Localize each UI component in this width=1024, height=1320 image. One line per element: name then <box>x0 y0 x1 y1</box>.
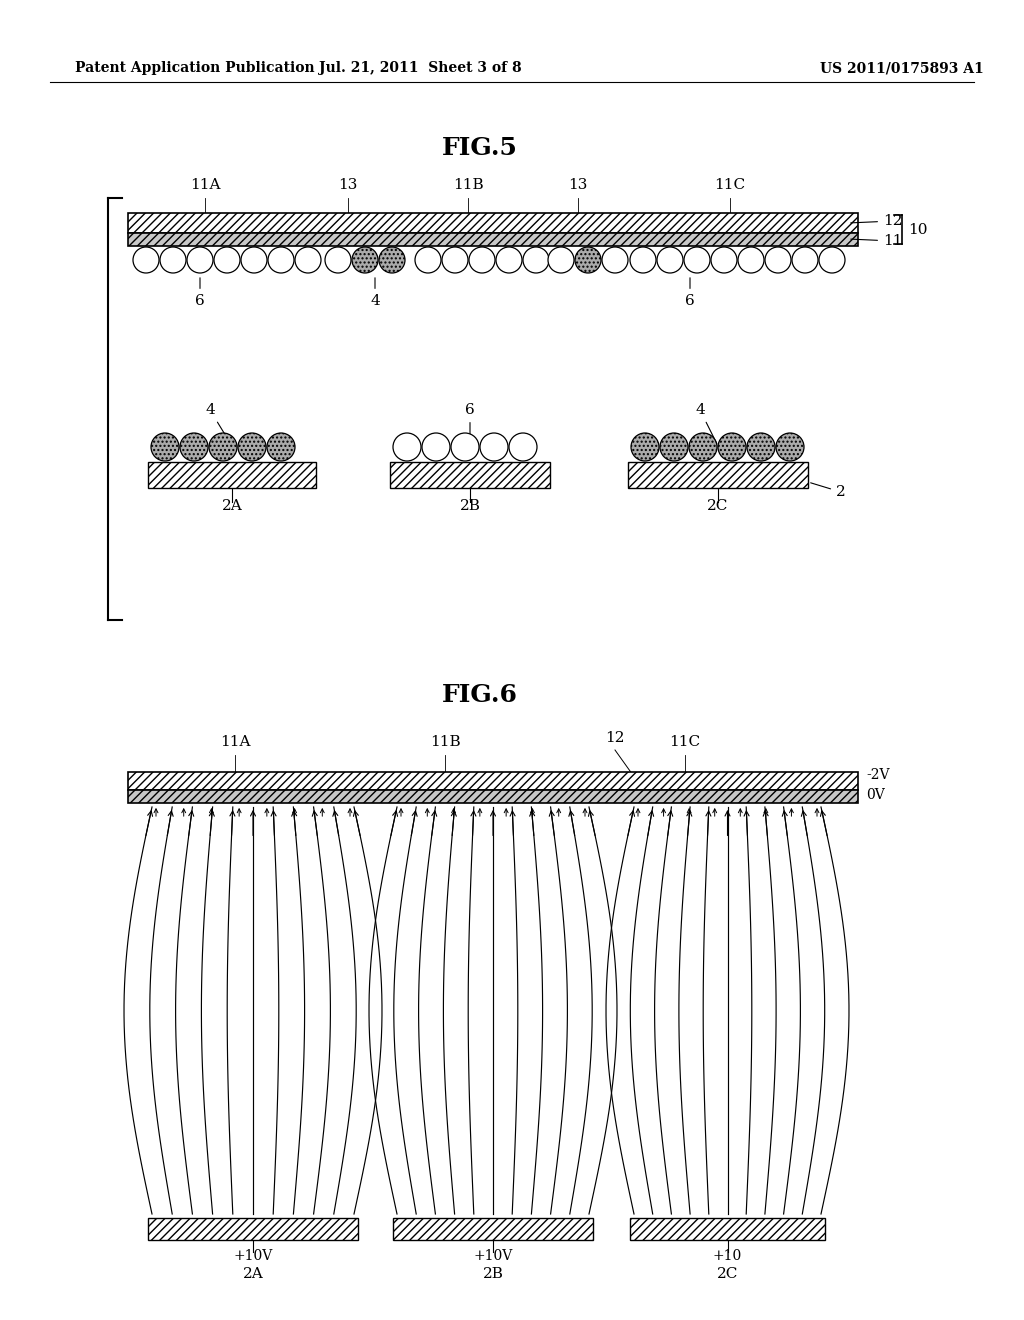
Circle shape <box>711 247 737 273</box>
Circle shape <box>746 433 775 461</box>
Bar <box>390 462 550 488</box>
Text: 4: 4 <box>695 403 717 444</box>
Text: -2V: -2V <box>866 768 890 781</box>
Circle shape <box>209 433 237 461</box>
Circle shape <box>660 433 688 461</box>
Circle shape <box>792 247 818 273</box>
Circle shape <box>548 247 574 273</box>
Circle shape <box>480 433 508 461</box>
Bar <box>628 462 808 488</box>
Text: FIG.5: FIG.5 <box>442 136 518 160</box>
Text: 11A: 11A <box>189 178 220 191</box>
Circle shape <box>180 433 208 461</box>
Text: 11B: 11B <box>453 178 483 191</box>
Bar <box>393 1218 593 1239</box>
Text: 2A: 2A <box>243 1267 263 1280</box>
Text: 11B: 11B <box>430 735 461 748</box>
Text: Patent Application Publication: Patent Application Publication <box>75 61 314 75</box>
Circle shape <box>151 433 179 461</box>
Circle shape <box>718 433 746 461</box>
Text: 4: 4 <box>205 403 230 444</box>
Circle shape <box>325 247 351 273</box>
Bar <box>128 789 858 803</box>
Text: +10V: +10V <box>233 1249 272 1263</box>
Circle shape <box>267 433 295 461</box>
Circle shape <box>393 433 421 461</box>
Text: 6: 6 <box>465 403 475 444</box>
Circle shape <box>187 247 213 273</box>
Circle shape <box>241 247 267 273</box>
Circle shape <box>469 247 495 273</box>
Text: 10: 10 <box>908 223 928 236</box>
Circle shape <box>415 247 441 273</box>
Bar <box>128 234 858 246</box>
Text: 2B: 2B <box>460 499 480 513</box>
Circle shape <box>657 247 683 273</box>
Circle shape <box>631 433 659 461</box>
Circle shape <box>295 247 321 273</box>
Text: 2: 2 <box>811 483 846 499</box>
Circle shape <box>738 247 764 273</box>
Text: 2B: 2B <box>482 1267 504 1280</box>
Bar <box>128 772 858 789</box>
Text: 12: 12 <box>851 214 902 228</box>
Circle shape <box>776 433 804 461</box>
Text: 6: 6 <box>196 277 205 308</box>
Text: 4: 4 <box>370 277 380 308</box>
Circle shape <box>160 247 186 273</box>
Circle shape <box>442 247 468 273</box>
Text: Jul. 21, 2011  Sheet 3 of 8: Jul. 21, 2011 Sheet 3 of 8 <box>318 61 521 75</box>
Circle shape <box>214 247 240 273</box>
Text: 12: 12 <box>605 731 625 744</box>
Circle shape <box>238 433 266 461</box>
Bar <box>148 1218 358 1239</box>
Circle shape <box>268 247 294 273</box>
Circle shape <box>422 433 450 461</box>
Circle shape <box>379 247 406 273</box>
Circle shape <box>602 247 628 273</box>
Text: 2C: 2C <box>717 1267 738 1280</box>
Circle shape <box>352 247 378 273</box>
Text: 2C: 2C <box>708 499 729 513</box>
Circle shape <box>630 247 656 273</box>
Bar <box>148 462 316 488</box>
Circle shape <box>689 433 717 461</box>
Bar <box>630 1218 825 1239</box>
Text: +10V: +10V <box>473 1249 513 1263</box>
Circle shape <box>523 247 549 273</box>
Text: 11C: 11C <box>670 735 700 748</box>
Text: 11A: 11A <box>220 735 250 748</box>
Circle shape <box>496 247 522 273</box>
Circle shape <box>509 433 537 461</box>
Circle shape <box>133 247 159 273</box>
Text: 13: 13 <box>568 178 588 191</box>
Text: 0V: 0V <box>866 788 885 803</box>
Circle shape <box>575 247 601 273</box>
Text: 11C: 11C <box>715 178 745 191</box>
Text: FIG.6: FIG.6 <box>442 682 518 708</box>
Circle shape <box>451 433 479 461</box>
Text: 13: 13 <box>338 178 357 191</box>
Text: US 2011/0175893 A1: US 2011/0175893 A1 <box>820 61 984 75</box>
Circle shape <box>765 247 791 273</box>
Bar <box>128 213 858 234</box>
Text: 11: 11 <box>851 234 902 248</box>
Text: 6: 6 <box>685 277 695 308</box>
Text: 2A: 2A <box>221 499 243 513</box>
Circle shape <box>819 247 845 273</box>
Circle shape <box>684 247 710 273</box>
Text: +10: +10 <box>713 1249 742 1263</box>
